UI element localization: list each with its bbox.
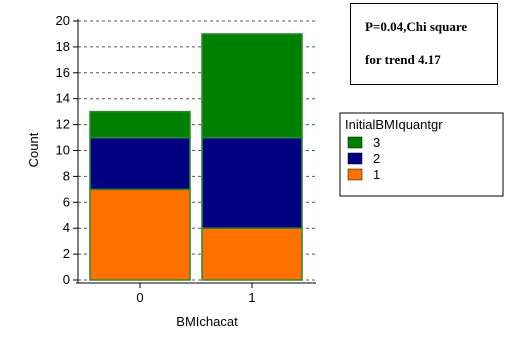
y-axis-title: Count — [26, 132, 41, 167]
bar-segment-1-series-1 — [201, 227, 303, 281]
legend-label-1: 1 — [373, 167, 380, 182]
y-tick-label-20: 20 — [56, 13, 70, 28]
bar-segment-0-series-2 — [89, 136, 191, 191]
legend-box — [339, 112, 504, 197]
x-axis-title: BMIchacat — [176, 314, 238, 329]
legend: InitialBMIquantgr 321 — [339, 112, 504, 197]
x-tick-label-1: 1 — [248, 290, 255, 305]
legend-label-2: 2 — [373, 151, 380, 166]
axes: 0 2 4 6 8 10 12 14 16 18 20 0 1 BMIchacat Count — [26, 13, 316, 329]
y-tick-label-4: 4 — [63, 220, 70, 235]
y-tick-label-16: 16 — [56, 65, 70, 80]
y-tick-label-18: 18 — [56, 39, 70, 54]
bar-segment-1-series-2 — [201, 136, 303, 229]
statistic-annotation-box: P=0.04,Chi square for trend 4.17 — [350, 3, 498, 85]
y-tick-label-2: 2 — [63, 246, 70, 261]
y-tick-label-6: 6 — [63, 194, 70, 209]
bar-segment-0-series-1 — [89, 188, 191, 281]
bar-segment-0-series-3 — [89, 110, 191, 139]
y-tick-label-12: 12 — [56, 117, 70, 132]
y-tick-label-8: 8 — [63, 168, 70, 183]
y-tick-label-14: 14 — [56, 91, 70, 106]
legend-title: InitialBMIquantgr — [345, 117, 443, 132]
legend-swatch-2 — [347, 152, 363, 165]
bar-segment-1-series-3 — [201, 33, 303, 139]
legend-label-3: 3 — [373, 135, 380, 150]
y-tick-label-10: 10 — [56, 143, 70, 158]
legend-swatch-1 — [347, 168, 363, 181]
legend-swatch-3 — [347, 136, 363, 149]
x-tick-label-0: 0 — [136, 290, 143, 305]
annotation-line-2: for trend 4.17 — [365, 52, 441, 67]
annotation-line-1: P=0.04,Chi square — [365, 19, 468, 34]
y-tick-label-0: 0 — [63, 272, 70, 287]
bars — [89, 33, 303, 281]
